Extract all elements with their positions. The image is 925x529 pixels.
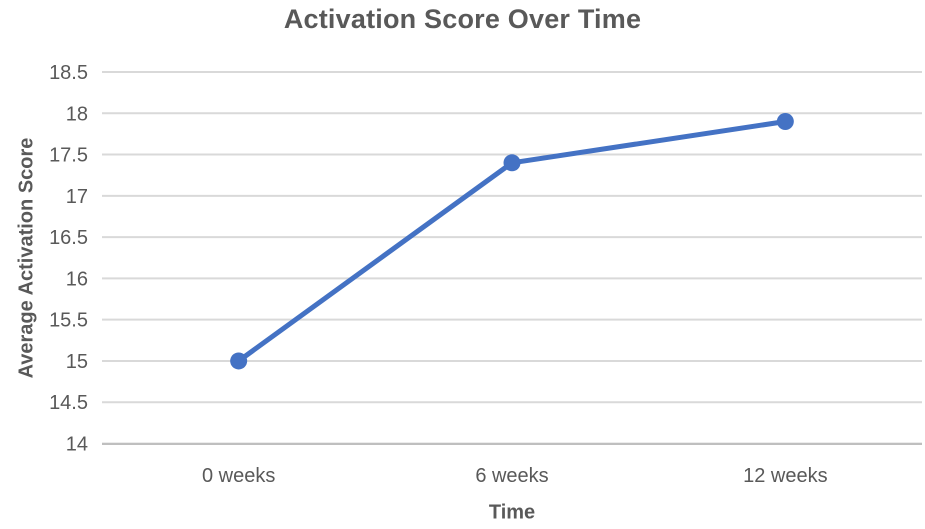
y-tick-label: 14.5 [49, 392, 88, 414]
data-point-marker [230, 352, 248, 370]
y-tick-label: 18 [66, 103, 88, 125]
x-category-label: 6 weeks [475, 465, 548, 487]
y-tick-label: 17 [66, 186, 88, 208]
y-tick-label: 16 [66, 268, 88, 290]
y-tick-label: 14 [66, 434, 88, 456]
data-point-marker [776, 113, 794, 131]
y-tick-label: 17.5 [49, 145, 88, 167]
y-tick-label: 15.5 [49, 310, 88, 332]
data-point-marker [503, 154, 521, 172]
x-category-label: 12 weeks [743, 465, 828, 487]
chart-title: Activation Score Over Time [283, 4, 642, 34]
x-category-label: 0 weeks [202, 465, 275, 487]
x-axis-title: Time [488, 501, 536, 524]
y-tick-label: 18.5 [49, 62, 88, 84]
y-tick-label: 16.5 [49, 227, 88, 249]
y-tick-label: 15 [66, 351, 88, 373]
